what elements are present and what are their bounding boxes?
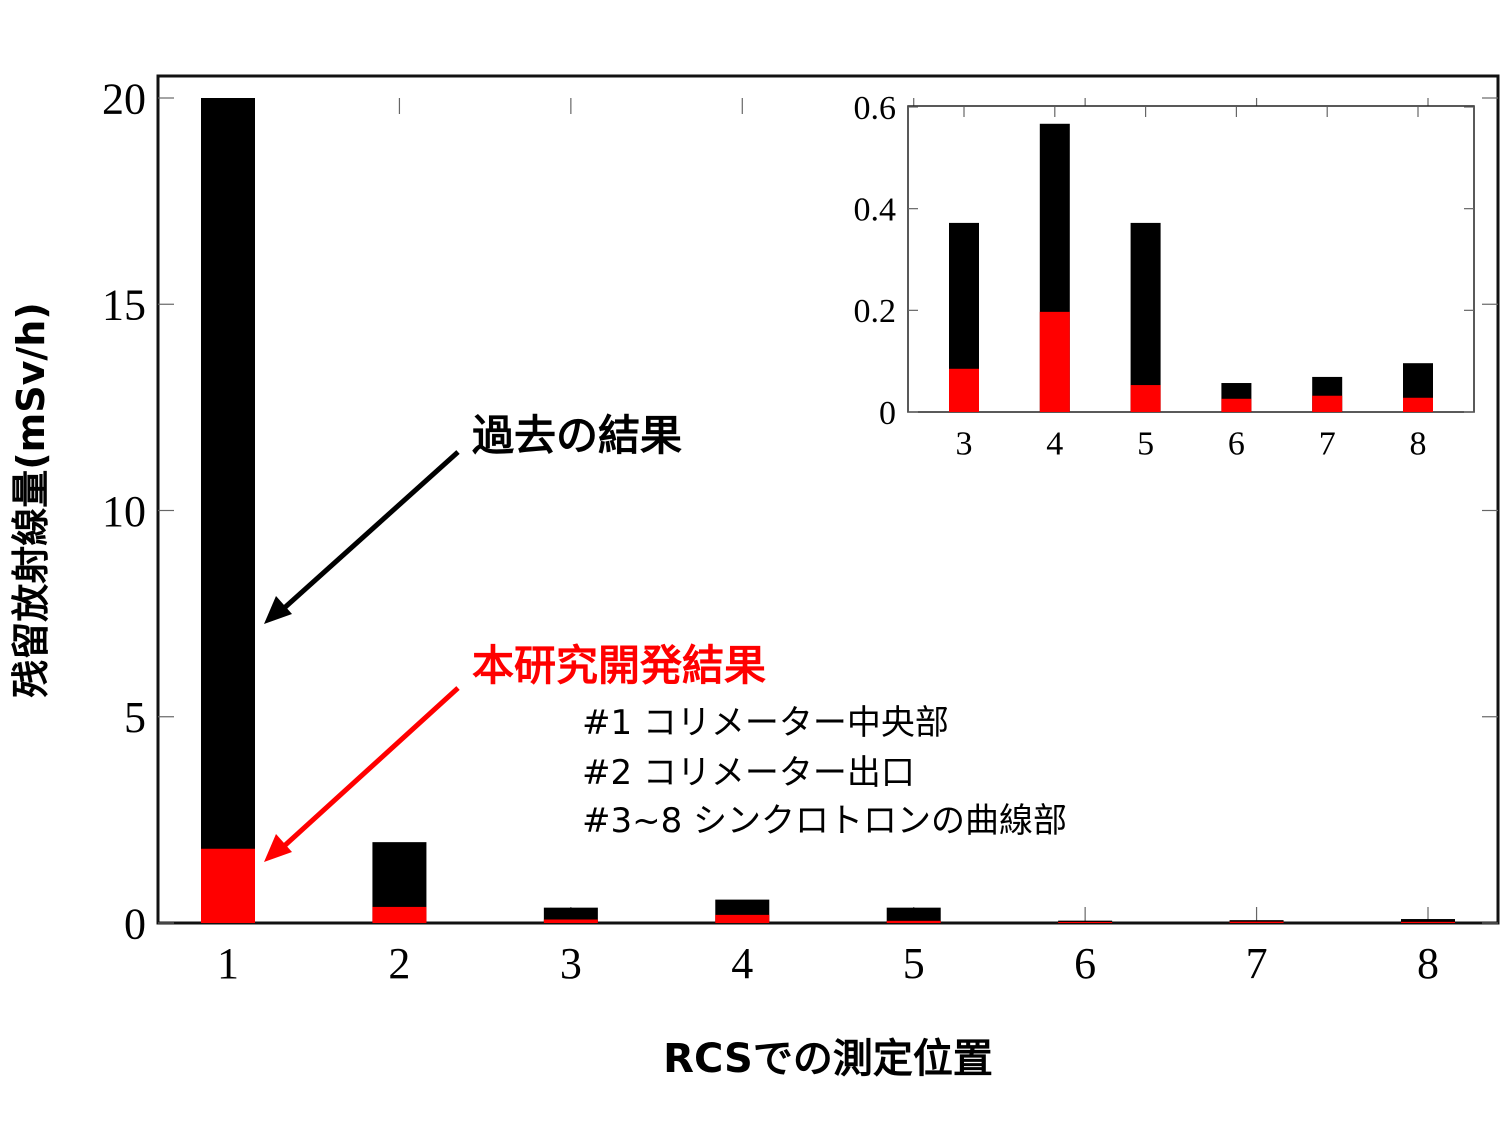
inset-y-tick-labels: 0 0.2 0.4 0.6 bbox=[854, 90, 897, 432]
bar-segment bbox=[543, 919, 598, 923]
y-tick-label: 0.6 bbox=[854, 90, 897, 127]
inset-bars bbox=[949, 123, 1433, 413]
x-tick-label: 8 bbox=[1417, 939, 1439, 988]
main-bars bbox=[201, 98, 1455, 923]
bar-segment bbox=[949, 368, 979, 412]
bar-segment bbox=[1130, 385, 1161, 412]
x-axis-label: RCSでの測定位置 bbox=[663, 1036, 993, 1082]
inset-plot-frame bbox=[907, 105, 1475, 413]
y-tick-label: 5 bbox=[124, 693, 146, 742]
bar-segment bbox=[1058, 920, 1113, 923]
x-tick-label: 1 bbox=[217, 939, 239, 988]
y-tick-label: 0.2 bbox=[854, 293, 897, 330]
x-tick-label: 7 bbox=[1319, 426, 1336, 463]
past-result-arrow bbox=[264, 450, 460, 624]
x-tick-label: 4 bbox=[1046, 426, 1063, 463]
y-tick-label: 0 bbox=[124, 899, 146, 948]
inset-x-tick-labels: 3 4 5 6 7 8 bbox=[956, 426, 1427, 463]
bar-segment bbox=[543, 907, 598, 923]
bar-segment bbox=[1229, 920, 1284, 923]
y-tick-label: 15 bbox=[102, 281, 146, 330]
y-tick-label: 10 bbox=[102, 487, 146, 536]
bar-segment bbox=[1221, 398, 1252, 412]
main-plot-frame bbox=[156, 74, 1500, 925]
x-tick-label: 5 bbox=[1137, 426, 1154, 463]
x-tick-label: 6 bbox=[1074, 939, 1096, 988]
bar-segment bbox=[1058, 921, 1113, 923]
x-tick-label: 7 bbox=[1246, 939, 1268, 988]
x-tick-label: 5 bbox=[903, 939, 925, 988]
y-tick-label: 0 bbox=[879, 395, 896, 432]
past-result-label: 過去の結果 bbox=[472, 411, 682, 460]
main-y-tick-labels: 0 5 10 15 20 bbox=[102, 74, 146, 948]
x-tick-label: 6 bbox=[1228, 426, 1245, 463]
bar-segment bbox=[1229, 921, 1284, 923]
x-tick-label: 2 bbox=[388, 939, 410, 988]
main-x-tick-labels: 1 2 3 4 5 6 7 8 bbox=[217, 939, 1439, 988]
x-tick-label: 3 bbox=[956, 426, 973, 463]
x-tick-label: 8 bbox=[1410, 426, 1427, 463]
bar-segment bbox=[1401, 919, 1455, 923]
bar-segment bbox=[1312, 395, 1343, 412]
bar-segment bbox=[1403, 397, 1433, 412]
note-1: #1 コリメーター中央部 bbox=[582, 703, 949, 743]
new-result-arrow bbox=[264, 686, 460, 862]
y-tick-label: 20 bbox=[102, 74, 146, 123]
bar-segment bbox=[1401, 921, 1455, 923]
bar-segment bbox=[886, 907, 941, 923]
bar-segment bbox=[1130, 222, 1161, 412]
y-tick-label: 0.4 bbox=[854, 192, 897, 229]
bar-segment bbox=[715, 914, 770, 923]
y-axis-label: 残留放射線量(mSv/h) bbox=[9, 302, 53, 697]
x-tick-label: 3 bbox=[560, 939, 582, 988]
bar-segment bbox=[201, 848, 255, 923]
bar-segment bbox=[886, 920, 941, 923]
bar-segment bbox=[201, 98, 255, 923]
new-result-label: 本研究開発結果 bbox=[472, 641, 766, 690]
bar-segment bbox=[372, 906, 427, 923]
note-2: #2 コリメーター出口 bbox=[582, 753, 915, 793]
x-tick-label: 4 bbox=[731, 939, 753, 988]
bar-segment bbox=[1039, 311, 1070, 412]
note-3: #3~8 シンクロトロンの曲線部 bbox=[582, 801, 1067, 841]
